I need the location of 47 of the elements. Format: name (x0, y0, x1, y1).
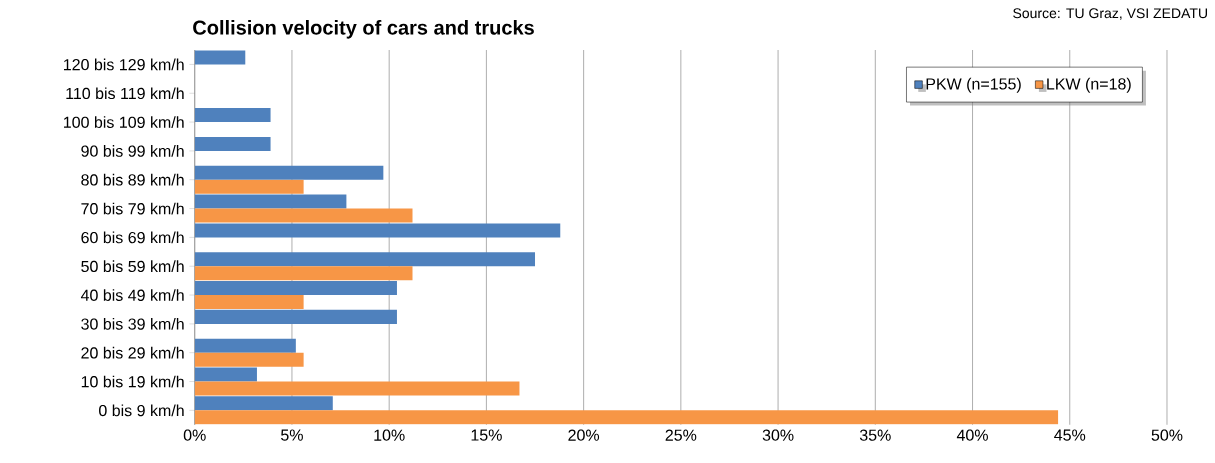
y-tick-label: 90 bis 99 km/h (81, 145, 184, 157)
y-tick-label: 70 bis 79 km/h (81, 202, 184, 215)
source-note: Source: TU Graz, VSI ZEDATU (1013, 8, 1207, 20)
x-tick-label: 45% (1054, 429, 1086, 441)
bar (194, 295, 304, 310)
bar (194, 266, 413, 281)
y-tick-label: 110 bis 119 km/h (66, 87, 184, 100)
bar (194, 108, 271, 123)
chart-title: Collision velocity of cars and trucks (193, 20, 534, 39)
x-tick-label: 50% (1151, 429, 1183, 441)
y-tick-label: 120 bis 129 km/h (64, 58, 184, 71)
bar (194, 309, 397, 324)
x-tick-label: 15% (471, 429, 502, 441)
x-tick-label: 0% (183, 429, 206, 441)
bar (194, 137, 271, 152)
x-tick-label: 5% (281, 429, 303, 441)
x-tick-label: 35% (859, 429, 891, 441)
y-tick-label: 20 bis 29 km/h (81, 346, 184, 359)
bar (194, 396, 333, 411)
y-tick-label: 30 bis 39 km/h (81, 318, 184, 330)
bar (194, 194, 347, 209)
bar (194, 165, 384, 180)
bar (194, 179, 304, 194)
x-tick-label: 30% (762, 429, 794, 441)
x-tick-label: 40% (956, 429, 988, 441)
y-tick-label: 0 bis 9 km/h (99, 404, 184, 417)
y-tick-label: 10 bis 19 km/h (81, 375, 184, 388)
bar (194, 338, 296, 353)
x-tick-label: 20% (568, 429, 600, 441)
y-tick-label: 60 bis 69 km/h (81, 231, 184, 244)
y-tick-label: 100 bis 109 km/h (64, 116, 184, 129)
bar (194, 50, 246, 65)
y-tick-label: 40 bis 49 km/h (80, 289, 184, 302)
bar (194, 367, 257, 382)
bar (194, 281, 397, 296)
x-tick-label: 10% (374, 429, 405, 441)
legend-label: LKW (n=18) (1047, 77, 1131, 93)
legend-label: PKW (n=155) (926, 77, 1021, 93)
y-tick-label: 80 bis 89 km/h (81, 173, 184, 186)
y-tick-label: 50 bis 59 km/h (81, 260, 184, 273)
bar (194, 208, 413, 223)
bar (194, 410, 1059, 425)
bar (194, 252, 536, 267)
bar (194, 352, 304, 367)
bar (194, 381, 520, 396)
bar (194, 223, 561, 238)
x-tick-label: 25% (665, 429, 697, 441)
